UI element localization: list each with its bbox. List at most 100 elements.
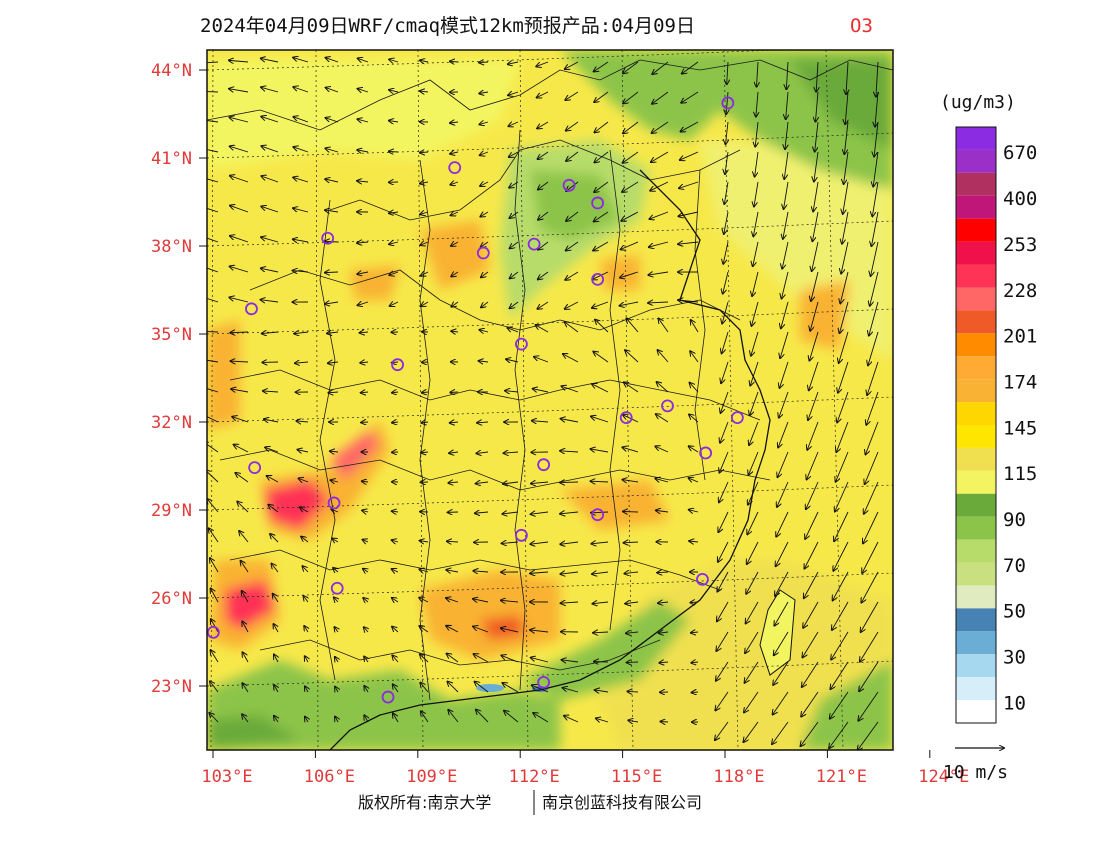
wind-arrow: [864, 481, 879, 514]
wind-arrow: [565, 301, 579, 309]
wind-arrow: [659, 319, 669, 333]
wind-arrow: [656, 510, 669, 512]
colorbar-swatch: [956, 195, 996, 219]
wind-arrow: [593, 241, 609, 251]
wind-arrow: [657, 382, 669, 393]
colorbar-label: 10: [1003, 692, 1026, 714]
wind-arrow: [829, 721, 849, 748]
wind-arrow: [725, 151, 728, 174]
wind-arrow: [447, 682, 459, 693]
wind-arrow: [753, 241, 759, 266]
wind-arrow: [261, 268, 279, 273]
latitude-label: 29°N: [151, 501, 192, 521]
wind-arrow: [752, 271, 759, 296]
wind-arrow: [782, 241, 789, 269]
wind-arrow: [722, 301, 729, 323]
colorbar-border: [955, 126, 997, 724]
colorbar-swatch: [956, 264, 996, 288]
wind-arrow: [804, 541, 819, 569]
wind-arrow: [357, 272, 369, 274]
wind-arrow: [681, 121, 699, 132]
wind-arrow: [503, 482, 519, 484]
wind-arrow: [844, 121, 849, 154]
colorbar-swatch: [956, 218, 996, 242]
wind-arrow: [235, 473, 249, 483]
wind-arrow: [591, 416, 609, 423]
wind-arrow: [786, 91, 788, 119]
wind-arrow: [624, 382, 639, 393]
wind-arrow: [873, 151, 879, 186]
wind-arrow: [755, 151, 759, 177]
wind-arrow: [241, 561, 249, 573]
longitude-label: 118°E: [713, 767, 764, 787]
wind-arrow: [273, 594, 279, 603]
wind-arrow: [274, 685, 278, 693]
colorbar-swatch: [956, 402, 996, 425]
wind-arrow: [775, 571, 789, 596]
wind-arrow: [476, 482, 489, 484]
wind-arrow: [230, 266, 249, 273]
wind-arrow: [530, 572, 549, 573]
colorbar-swatch: [956, 585, 996, 609]
wind-arrow: [303, 596, 308, 603]
wind-arrow: [679, 181, 699, 188]
wind-arrow: [450, 182, 459, 185]
wind-arrow: [863, 511, 879, 543]
wind-arrow: [533, 389, 549, 392]
wind-arrow: [480, 182, 489, 186]
wind-arrow: [871, 241, 879, 276]
wind-arrow: [566, 211, 579, 221]
wind-arrow: [866, 391, 879, 425]
wind-arrow: [776, 511, 789, 537]
wind-arrow: [207, 149, 219, 153]
wind-arrow: [773, 691, 789, 714]
wind-arrow: [837, 391, 849, 422]
wind-arrow: [623, 121, 639, 133]
colorbar-swatch: [956, 241, 996, 265]
wind-arrow: [510, 241, 519, 248]
wind-arrow: [364, 686, 368, 693]
station-marker: [537, 458, 551, 472]
wind-arrow: [531, 482, 549, 484]
wind-arrow: [691, 662, 699, 663]
wind-arrow: [689, 446, 699, 453]
wind-arrow: [331, 509, 339, 512]
colorbar-label: 400: [1003, 188, 1037, 210]
wind-arrow: [261, 117, 279, 123]
wind-arrow: [357, 119, 369, 122]
wind-arrow: [679, 211, 699, 216]
wind-arrow: [836, 451, 849, 482]
station-marker: [591, 273, 605, 286]
wind-arrow: [392, 655, 399, 663]
wind-arrow: [751, 301, 759, 326]
wind-arrow: [779, 391, 789, 418]
wind-arrow: [207, 91, 219, 93]
wind-arrow: [872, 181, 879, 216]
wind-arrow: [506, 359, 519, 362]
wind-arrow: [750, 391, 759, 415]
wind-arrow: [808, 391, 819, 420]
wind-arrow: [536, 61, 549, 66]
wind-arrow: [778, 421, 789, 447]
wind-arrow: [538, 181, 549, 189]
wind-arrow: [814, 151, 819, 181]
wind-arrow: [294, 332, 309, 334]
wind-arrow: [480, 330, 489, 332]
latitude-label: 32°N: [151, 413, 192, 433]
wind-arrow: [832, 601, 849, 630]
wind-arrow: [858, 721, 879, 750]
colorbar-swatch: [956, 631, 996, 655]
station-marker: [699, 446, 713, 460]
wind-arrow: [834, 511, 849, 541]
wind-arrow: [840, 271, 849, 303]
longitude-labels: 103°E 106°E 109°E 112°E 115°E 118°E 121°E 124°E: [201, 750, 969, 787]
colorbar-swatch: [956, 677, 996, 701]
wind-arrow: [869, 301, 879, 336]
map-frame: [206, 49, 894, 751]
wind-arrow: [530, 630, 549, 632]
wind-arrow: [620, 301, 639, 306]
wind-arrow: [773, 661, 789, 685]
wind-arrow: [659, 632, 669, 633]
colorbar-label: 70: [1003, 555, 1026, 577]
wind-arrow: [420, 182, 429, 184]
